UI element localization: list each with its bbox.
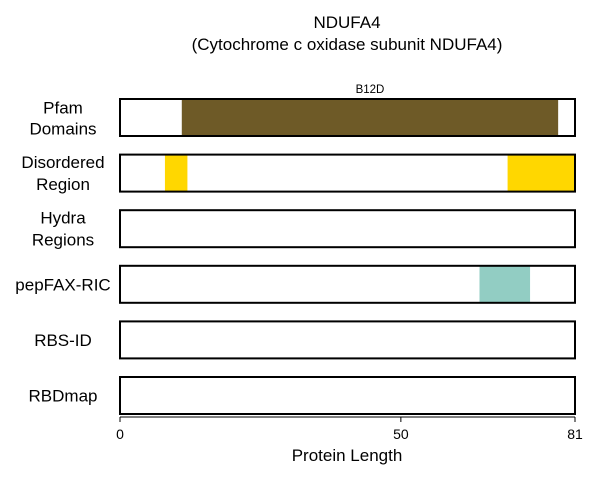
x-tick-label-50: 50: [393, 426, 409, 442]
track-outline-rbs-id: [119, 320, 576, 360]
tracks-group: B12D Pfam Domains Disordered Region Hydra Regi…: [15, 84, 576, 415]
track-hydra-regions: Hydra Regions: [32, 209, 576, 250]
track-label-disordered-region: Disordered Region: [21, 153, 104, 194]
track-disordered-region: Disordered Region: [21, 153, 576, 194]
track-label-line: Region: [36, 175, 90, 194]
track-label-line: Hydra: [40, 209, 86, 228]
x-tick-label-0: 0: [116, 426, 124, 442]
track-rbs-id: RBS-ID: [34, 320, 576, 360]
track-rbdmap: RBDmap: [29, 376, 576, 415]
feature-bar-disordered-region-0: [164, 154, 188, 192]
track-pfam-domains: B12D Pfam Domains: [29, 84, 576, 139]
track-label-hydra-regions: Hydra Regions: [32, 209, 94, 250]
x-tick-label-81: 81: [567, 426, 583, 442]
x-axis: 0 50 81: [116, 416, 583, 442]
track-label-pepfax-ric: pepFAX-RIC: [15, 275, 110, 294]
feature-label-pfam-domains-0: B12D: [356, 84, 385, 96]
x-axis-label: Protein Length: [292, 446, 403, 465]
track-label-line: Disordered: [21, 153, 104, 172]
track-outline-pfam-domains: [119, 98, 576, 137]
track-label-rbs-id: RBS-ID: [34, 331, 92, 350]
track-label-line: Domains: [29, 120, 96, 139]
track-outline-pepfax-ric: [119, 264, 576, 304]
track-label-line: RBDmap: [29, 386, 98, 405]
feature-bar-pepfax-ric-0: [479, 265, 531, 303]
track-label-line: RBS-ID: [34, 331, 92, 350]
chart-title: NDUFA4: [313, 13, 380, 32]
track-label-line: Regions: [32, 231, 94, 250]
feature-bar-disordered-region-1: [507, 154, 575, 192]
track-outline-disordered-region: [119, 153, 576, 193]
track-label-line: pepFAX-RIC: [15, 275, 110, 294]
track-label-line: Pfam: [43, 99, 83, 118]
chart-subtitle: (Cytochrome c oxidase subunit NDUFA4): [192, 35, 503, 54]
track-pepfax-ric: pepFAX-RIC: [15, 264, 576, 304]
track-outline-hydra-regions: [119, 209, 576, 249]
feature-bar-pfam-domains-0: [181, 99, 559, 136]
track-outline-rbdmap: [119, 376, 576, 415]
track-label-rbdmap: RBDmap: [29, 386, 98, 405]
track-label-pfam-domains: Pfam Domains: [29, 99, 96, 139]
